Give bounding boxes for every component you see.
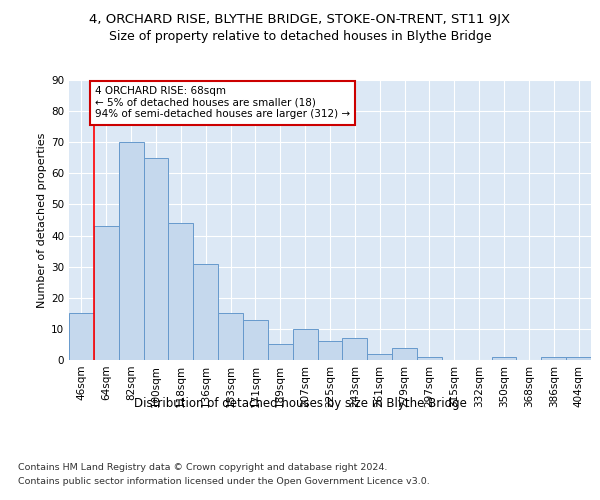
- Y-axis label: Number of detached properties: Number of detached properties: [37, 132, 47, 308]
- Text: 4, ORCHARD RISE, BLYTHE BRIDGE, STOKE-ON-TRENT, ST11 9JX: 4, ORCHARD RISE, BLYTHE BRIDGE, STOKE-ON…: [89, 12, 511, 26]
- Bar: [193, 264, 218, 360]
- Bar: [343, 338, 367, 360]
- Bar: [566, 357, 591, 360]
- Text: Size of property relative to detached houses in Blythe Bridge: Size of property relative to detached ho…: [109, 30, 491, 43]
- Bar: [268, 344, 293, 360]
- Bar: [541, 357, 566, 360]
- Bar: [169, 223, 193, 360]
- Bar: [417, 357, 442, 360]
- Bar: [143, 158, 169, 360]
- Bar: [94, 226, 119, 360]
- Bar: [491, 357, 517, 360]
- Bar: [119, 142, 143, 360]
- Bar: [392, 348, 417, 360]
- Bar: [243, 320, 268, 360]
- Text: Contains public sector information licensed under the Open Government Licence v3: Contains public sector information licen…: [18, 478, 430, 486]
- Text: Distribution of detached houses by size in Blythe Bridge: Distribution of detached houses by size …: [134, 398, 466, 410]
- Bar: [218, 314, 243, 360]
- Text: 4 ORCHARD RISE: 68sqm
← 5% of detached houses are smaller (18)
94% of semi-detac: 4 ORCHARD RISE: 68sqm ← 5% of detached h…: [95, 86, 350, 120]
- Bar: [293, 329, 317, 360]
- Bar: [69, 314, 94, 360]
- Text: Contains HM Land Registry data © Crown copyright and database right 2024.: Contains HM Land Registry data © Crown c…: [18, 462, 388, 471]
- Bar: [367, 354, 392, 360]
- Bar: [317, 342, 343, 360]
